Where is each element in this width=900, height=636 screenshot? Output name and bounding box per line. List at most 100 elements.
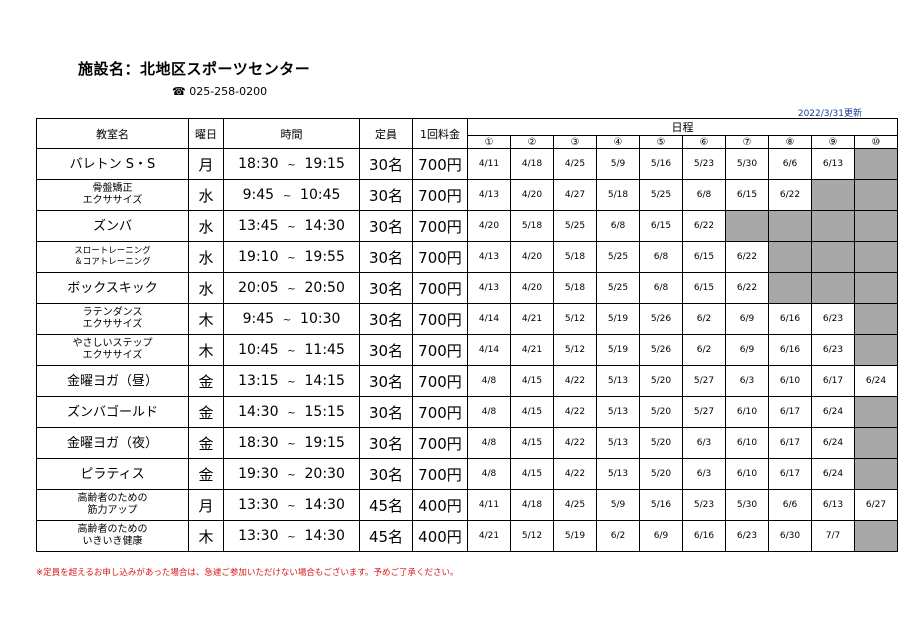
empty-session-cell [854, 210, 898, 242]
time-separator: ~ [287, 377, 296, 388]
table-row: ズンバ 水 13:45 ~14:30 30名 700円 4/20 5/18 5/25 6/8 6/1… [36, 210, 898, 242]
session-date: 4/15 [510, 458, 554, 490]
class-name: 高齢者のための 筋力アップ [36, 489, 189, 521]
session-date: 6/2 [682, 334, 726, 366]
class-name: 骨盤矯正 エクササイズ [36, 179, 189, 211]
empty-session-cell [854, 179, 898, 211]
class-time: 13:15 ~14:15 [223, 365, 360, 397]
session-date: 5/18 [510, 210, 554, 242]
session-date: 5/27 [682, 396, 726, 428]
session-date: 4/11 [467, 148, 511, 180]
class-capacity: 30名 [359, 303, 413, 335]
session-date: 6/24 [811, 396, 855, 428]
class-day: 水 [188, 272, 224, 304]
session-date: 4/13 [467, 241, 511, 273]
table-row: 高齢者のための いきいき健康木 13:30 ~14:30 45名 400円 4/21 5/12… [36, 520, 898, 552]
empty-session-cell [811, 241, 855, 273]
session-number: ⑦ [725, 135, 769, 149]
start-time: 18:30 [238, 156, 279, 172]
session-date: 6/22 [725, 241, 769, 273]
empty-session-cell [768, 210, 812, 242]
session-date: 4/21 [467, 520, 511, 552]
class-name-line: いきいき健康 [82, 536, 143, 547]
session-date: 5/26 [639, 334, 683, 366]
session-date: 6/22 [682, 210, 726, 242]
session-date: 4/8 [467, 365, 511, 397]
class-day: 水 [188, 241, 224, 273]
class-day: 金 [188, 365, 224, 397]
schedule-body: バレトン S・S 月 18:30 ~19:15 30名 700円 4/11 4/18 4/25 5… [36, 148, 898, 552]
table-row: やさしいステップ エクササイズ木 10:45 ~11:45 30名 700円 4/14 4/2… [36, 334, 898, 366]
session-date: 6/15 [639, 210, 683, 242]
session-date: 4/21 [510, 303, 554, 335]
session-date: 5/19 [596, 334, 640, 366]
header-capacity: 定員 [359, 118, 413, 149]
session-date: 6/27 [854, 489, 898, 521]
session-date: 4/8 [467, 396, 511, 428]
time-separator: ~ [282, 315, 292, 326]
session-date: 5/19 [596, 303, 640, 335]
class-day: 水 [188, 179, 224, 211]
session-date: 6/8 [682, 179, 726, 211]
class-capacity: 45名 [359, 489, 413, 521]
session-date: 6/22 [768, 179, 812, 211]
class-capacity: 30名 [359, 148, 413, 180]
session-date: 4/18 [510, 489, 554, 521]
time-separator: ~ [287, 222, 296, 233]
header-schedule: 日程 [467, 118, 898, 136]
session-date: 5/12 [553, 334, 597, 366]
session-date: 5/19 [553, 520, 597, 552]
start-time: 20:05 [238, 280, 279, 296]
class-name-line: 金曜ヨガ（夜） [66, 435, 158, 451]
time-separator: ~ [287, 439, 296, 450]
empty-session-cell [854, 396, 898, 428]
session-date: 6/23 [811, 334, 855, 366]
session-date: 5/16 [639, 489, 683, 521]
phone-number: ☎ 025-258-0200 [172, 85, 267, 98]
time-separator: ~ [287, 501, 296, 512]
class-fee: 400円 [412, 520, 468, 552]
session-date: 6/23 [811, 303, 855, 335]
class-time: 19:30 ~20:30 [223, 458, 360, 490]
empty-session-cell [811, 210, 855, 242]
empty-session-cell [811, 272, 855, 304]
time-separator: ~ [287, 253, 296, 264]
class-time: 18:30 ~19:15 [223, 427, 360, 459]
empty-session-cell [854, 427, 898, 459]
end-time: 10:45 [300, 187, 341, 203]
session-date: 7/7 [811, 520, 855, 552]
session-date: 5/25 [596, 272, 640, 304]
class-name: やさしいステップ エクササイズ [36, 334, 189, 366]
session-date: 6/24 [854, 365, 898, 397]
class-fee: 700円 [412, 334, 468, 366]
class-name-line: 筋力アップ [87, 505, 138, 516]
session-date: 6/10 [725, 458, 769, 490]
class-time: 13:30 ~14:30 [223, 489, 360, 521]
class-fee: 700円 [412, 396, 468, 428]
class-time: 13:45 ~14:30 [223, 210, 360, 242]
session-date: 4/11 [467, 489, 511, 521]
end-time: 11:45 [304, 342, 345, 358]
session-date: 5/13 [596, 427, 640, 459]
session-date: 4/13 [467, 272, 511, 304]
class-name-line: ピラティス [80, 466, 145, 482]
class-name: スロートレーニング ＆コアトレーニング [36, 241, 189, 273]
session-date: 6/22 [725, 272, 769, 304]
session-date: 4/13 [467, 179, 511, 211]
session-date: 6/24 [811, 458, 855, 490]
updated-date: 2022/3/31更新 [797, 109, 862, 119]
class-time: 14:30 ~15:15 [223, 396, 360, 428]
session-date: 4/15 [510, 427, 554, 459]
header-time: 時間 [223, 118, 360, 149]
end-time: 14:15 [304, 373, 345, 389]
end-time: 19:55 [304, 249, 345, 265]
end-time: 19:15 [304, 156, 345, 172]
class-name-line: ズンバ [92, 218, 132, 234]
session-date: 5/23 [682, 148, 726, 180]
session-date: 6/16 [768, 334, 812, 366]
class-fee: 700円 [412, 148, 468, 180]
class-day: 金 [188, 427, 224, 459]
class-fee: 700円 [412, 210, 468, 242]
session-date: 5/26 [639, 303, 683, 335]
class-name: ラテンダンス エクササイズ [36, 303, 189, 335]
